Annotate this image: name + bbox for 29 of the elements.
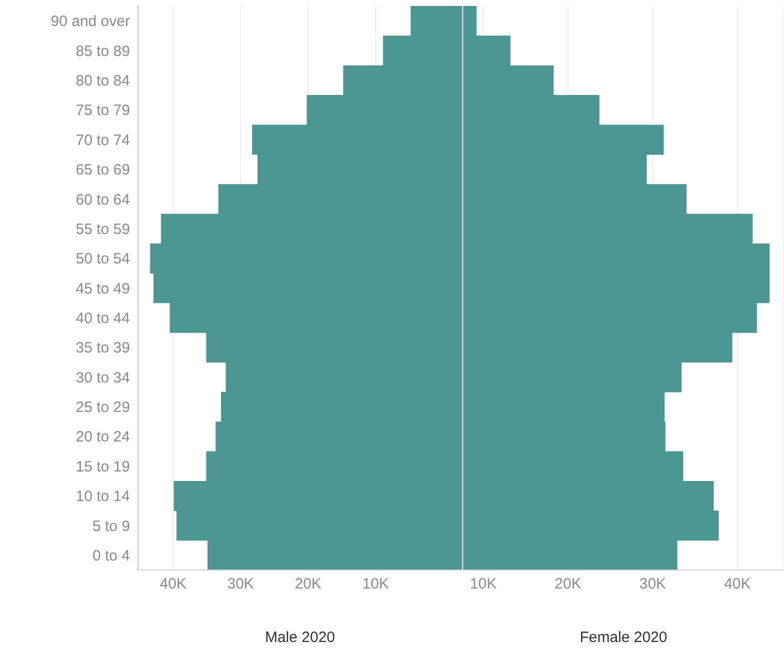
y-tick-label: 85 to 89 xyxy=(76,42,130,60)
x-tick-label: 40K xyxy=(724,576,751,593)
x-axis-title: Female 2020 xyxy=(580,629,668,646)
y-tick-label: 20 to 24 xyxy=(76,428,130,446)
y-tick-label: 65 to 69 xyxy=(76,162,130,179)
y-tick-label: 40 to 44 xyxy=(76,310,130,328)
y-tick-label: 25 to 29 xyxy=(76,399,130,416)
x-tick-label: 30K xyxy=(639,576,666,593)
y-tick-label: 60 to 64 xyxy=(76,191,130,208)
y-tick-label: 35 to 39 xyxy=(76,340,130,357)
x-axis-title: Male 2020 xyxy=(264,629,336,646)
x-tick-label: 20K xyxy=(294,576,322,593)
y-tick-label: 80 to 84 xyxy=(76,72,130,90)
x-tick-label: 10K xyxy=(470,576,497,593)
x-tick-label: 20K xyxy=(554,576,582,593)
y-tick-label: 50 to 54 xyxy=(76,250,130,268)
y-tick-label: 90 and over xyxy=(50,13,130,30)
x-tick-label: 30K xyxy=(227,576,254,593)
y-tick-label: 5 to 9 xyxy=(92,518,130,535)
y-tick-label: 75 to 79 xyxy=(76,102,130,120)
y-tick-label: 30 to 34 xyxy=(76,369,130,386)
x-tick-label: 40K xyxy=(160,576,186,593)
x-tick-label: 10K xyxy=(362,576,389,593)
y-tick-label: 45 to 49 xyxy=(76,280,130,298)
y-tick-label: 55 to 59 xyxy=(76,220,130,238)
y-tick-label: 0 to 4 xyxy=(92,547,130,564)
y-tick-label: 70 to 74 xyxy=(76,132,130,149)
y-tick-label: 10 to 14 xyxy=(76,488,130,506)
y-tick-label: 15 to 19 xyxy=(76,458,130,476)
